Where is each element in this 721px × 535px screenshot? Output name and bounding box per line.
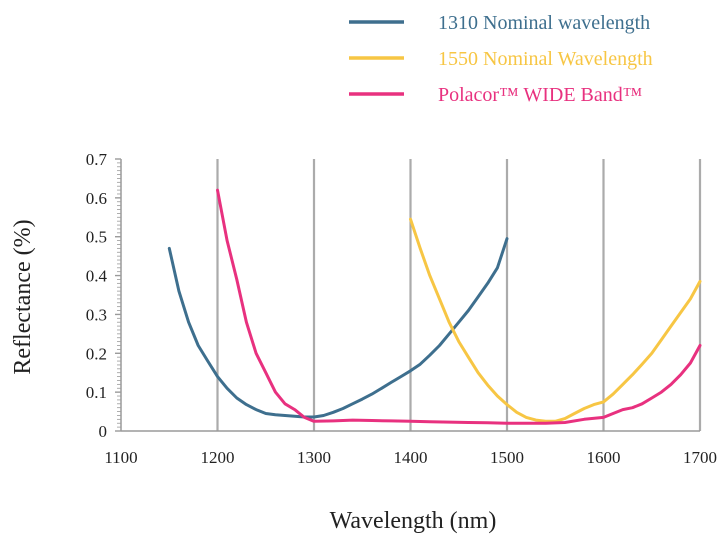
y-tick-label: 0.3 bbox=[86, 305, 107, 324]
legend-label: 1310 Nominal wavelength bbox=[438, 12, 650, 34]
x-tick-label: 1500 bbox=[490, 448, 524, 467]
x-tick-label: 1700 bbox=[683, 448, 717, 467]
y-tick-label: 0.1 bbox=[86, 383, 107, 402]
x-tick-label: 1200 bbox=[201, 448, 235, 467]
x-tick-label: 1300 bbox=[297, 448, 331, 467]
legend-label: 1550 Nominal Wavelength bbox=[438, 48, 653, 70]
legend-label: Polacor™ WIDE Band™ bbox=[438, 84, 642, 106]
x-axis-label: Wavelength (nm) bbox=[330, 508, 497, 534]
tick-labels: 0 0.1 0.2 0.3 0.4 0.5 0.6 0.7 1100 1200 1300 1400 15… bbox=[86, 150, 717, 467]
legend: 1310 Nominal wavelength 1550 Nominal Wave… bbox=[349, 12, 653, 106]
series-line-2 bbox=[409, 217, 702, 423]
x-tick-label: 1600 bbox=[587, 448, 621, 467]
grid bbox=[216, 159, 702, 431]
x-tick-label: 1400 bbox=[394, 448, 428, 467]
y-tick-label: 0 bbox=[99, 422, 108, 441]
y-tick-label: 0.6 bbox=[86, 189, 107, 208]
axes bbox=[115, 158, 700, 432]
y-tick-label: 0.4 bbox=[86, 267, 108, 286]
y-tick-label: 0.7 bbox=[86, 150, 108, 169]
series-line-1 bbox=[167, 237, 509, 419]
y-tick-label: 0.2 bbox=[86, 344, 107, 363]
series-line-3 bbox=[216, 188, 702, 425]
series-lines bbox=[167, 188, 702, 425]
y-axis-label: Reflectance (%) bbox=[10, 219, 36, 374]
x-tick-label: 1100 bbox=[104, 448, 137, 467]
y-tick-label: 0.5 bbox=[86, 228, 107, 247]
